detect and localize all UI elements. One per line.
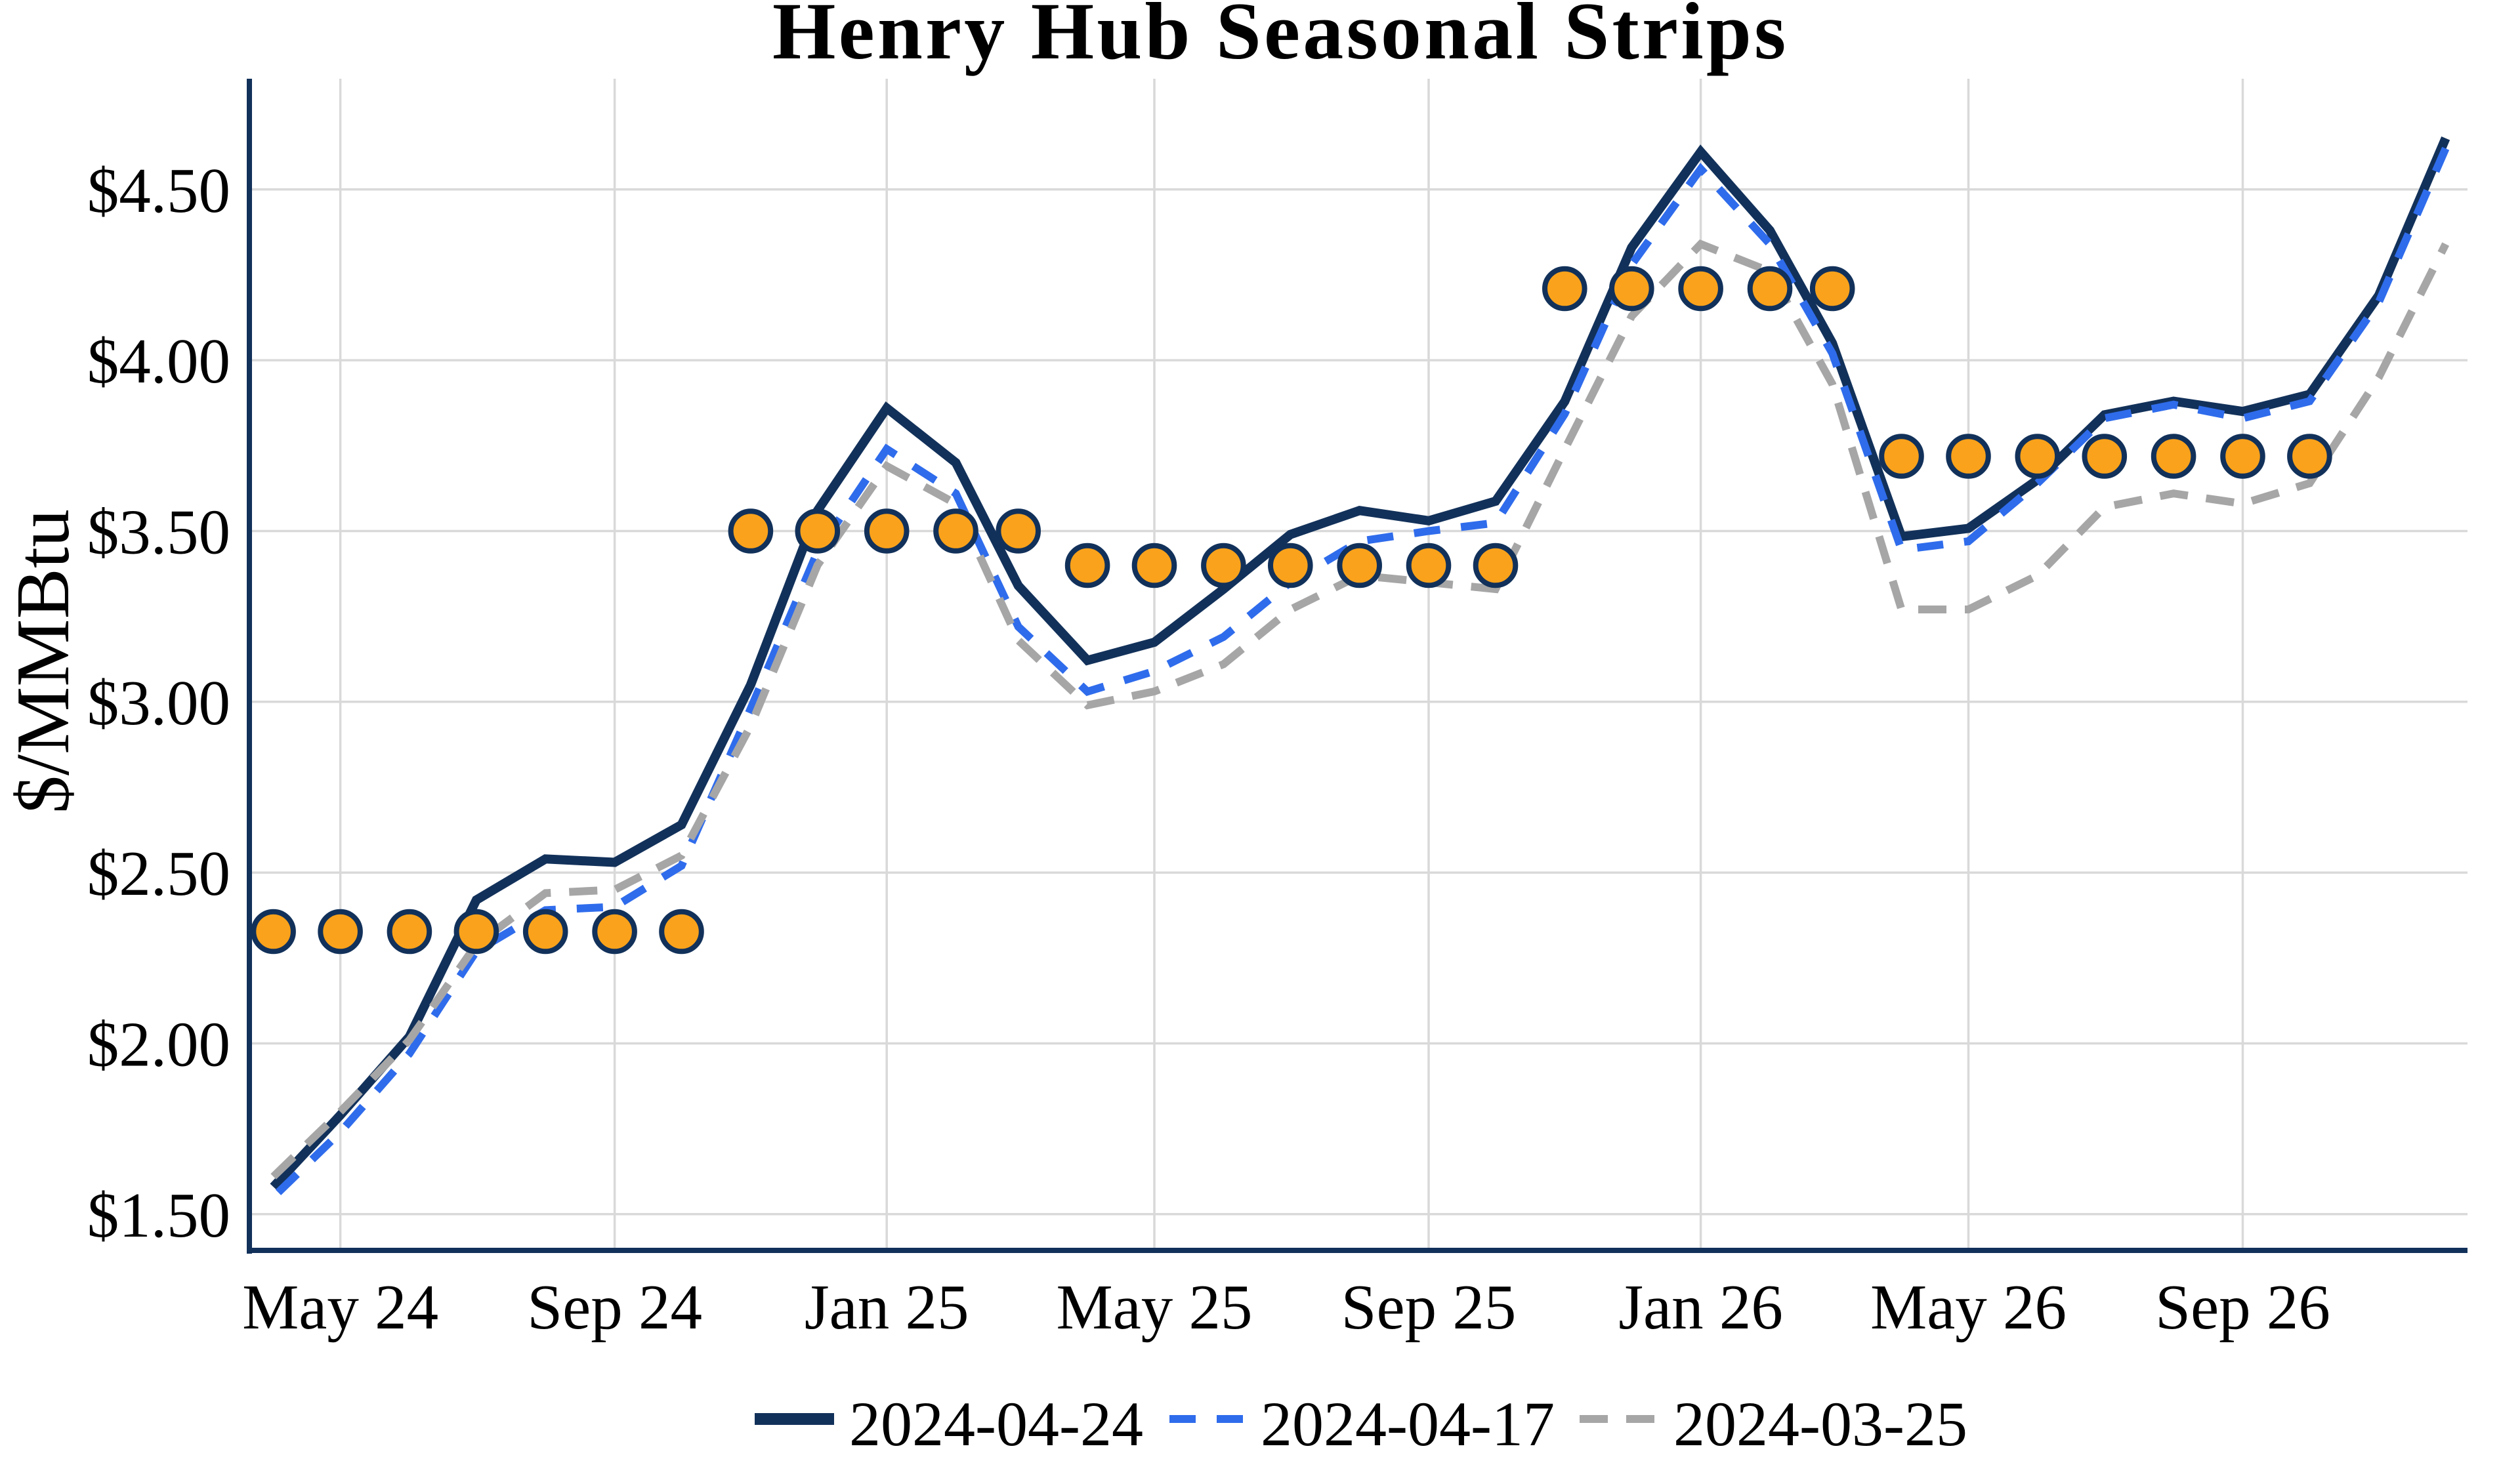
svg-text:$3.00: $3.00 <box>87 668 230 738</box>
svg-text:2024-04-17: 2024-04-17 <box>1261 1389 1555 1459</box>
svg-text:$/MMBtu: $/MMBtu <box>1 509 85 813</box>
svg-text:May 25: May 25 <box>1056 1272 1252 1342</box>
svg-text:2024-04-24: 2024-04-24 <box>849 1389 1143 1459</box>
svg-text:Sep 25: Sep 25 <box>1341 1272 1517 1342</box>
svg-text:Jan 25: Jan 25 <box>805 1272 969 1342</box>
svg-text:$3.50: $3.50 <box>87 497 230 567</box>
svg-text:May 24: May 24 <box>242 1272 438 1342</box>
svg-text:$2.00: $2.00 <box>87 1010 230 1080</box>
svg-text:$1.50: $1.50 <box>87 1180 230 1250</box>
svg-text:2024-03-25: 2024-03-25 <box>1673 1389 1967 1459</box>
svg-text:Sep 24: Sep 24 <box>527 1272 702 1342</box>
svg-text:Henry Hub Seasonal Strips: Henry Hub Seasonal Strips <box>772 0 1789 76</box>
svg-text:$4.00: $4.00 <box>87 326 230 396</box>
svg-text:Jan 26: Jan 26 <box>1618 1272 1783 1342</box>
svg-text:$2.50: $2.50 <box>87 838 230 909</box>
svg-text:$4.50: $4.50 <box>87 155 230 226</box>
svg-text:May 26: May 26 <box>1870 1272 2067 1342</box>
svg-text:Sep 26: Sep 26 <box>2155 1272 2330 1342</box>
